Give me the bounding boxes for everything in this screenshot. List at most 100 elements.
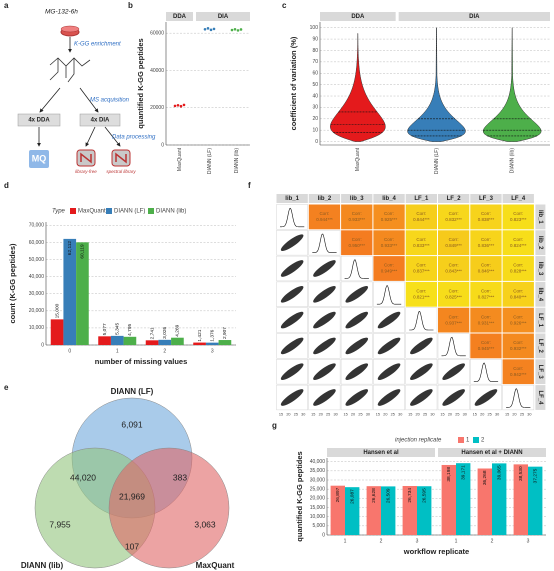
strip <box>535 256 546 281</box>
y-tick-label: 0 <box>161 142 164 148</box>
bar <box>171 337 184 345</box>
strip <box>341 194 373 203</box>
scatter-cloud <box>345 337 369 355</box>
x-tick-label: 3 <box>416 538 419 544</box>
scatter-cloud <box>313 260 336 277</box>
bar <box>110 335 124 345</box>
value-label: 62,112 <box>67 241 73 256</box>
density <box>344 259 369 279</box>
y-tick-label: 60000 <box>150 31 164 37</box>
cell <box>308 230 341 256</box>
scatter-cloud <box>377 363 401 381</box>
workflow: MG-132-6h K-GG enrichment MS acquisition… <box>17 9 156 174</box>
facet-strip <box>320 12 396 21</box>
column-label: lib_3 <box>350 196 364 202</box>
strip <box>535 359 546 385</box>
acquisition-label: MS acquisition <box>90 98 130 104</box>
arrow <box>104 126 121 147</box>
value-label: 38,530 <box>518 466 524 481</box>
column-label: lib_4 <box>382 196 396 202</box>
set-label: DIANN (LF) <box>111 387 154 396</box>
row-label: lib_1 <box>537 210 543 224</box>
corr-cell <box>341 230 373 256</box>
region-count: 7,955 <box>49 519 71 529</box>
corr-value: 0.944*** <box>316 217 333 222</box>
facet-label: DIA <box>218 14 229 20</box>
y-tick-label: 10,000 <box>310 514 326 520</box>
y-tick-label: 40 <box>312 93 318 99</box>
dish-top <box>60 25 80 33</box>
density <box>506 388 531 408</box>
dia-label: 4x DIA <box>91 118 110 124</box>
scatter-cloud <box>377 311 401 329</box>
corr-title: Corr: <box>513 366 523 371</box>
y-axis-title: quantified K-GG peptides <box>136 38 145 128</box>
scatter-cloud <box>345 363 369 381</box>
dot <box>203 27 207 31</box>
corr-title: Corr: <box>513 237 523 242</box>
strip <box>470 194 502 203</box>
bar <box>123 336 137 345</box>
region-count: 107 <box>125 541 139 551</box>
x-tick-label: 25 <box>391 412 395 416</box>
y-tick-label: 30 <box>312 105 318 111</box>
legend-label: 1 <box>466 438 470 444</box>
strip <box>535 230 546 256</box>
value-label: 39,065 <box>496 465 502 480</box>
y-tick-label: 80 <box>312 48 318 54</box>
strip <box>276 194 308 203</box>
legend-label: DIANN (lib) <box>156 209 186 215</box>
lib-caption: spectral library <box>106 169 136 174</box>
mq-icon <box>29 150 49 168</box>
dot <box>236 29 240 32</box>
density <box>312 233 337 253</box>
x-tick-label: 1 <box>116 348 119 354</box>
corr-cell <box>438 230 470 256</box>
corr-value: 0.823*** <box>510 217 527 222</box>
x-tick-label: 30 <box>333 412 337 416</box>
value-label: 1,421 <box>197 329 203 341</box>
value-label: 2,907 <box>222 327 228 339</box>
corr-cell <box>470 307 502 333</box>
lf-glyph <box>80 152 92 164</box>
dot <box>239 28 243 31</box>
x-tick-label: 20 <box>286 412 290 416</box>
scatter-cloud <box>280 311 304 329</box>
legend-swatch <box>458 437 464 443</box>
set-label: DIANN (lib) <box>21 561 64 570</box>
scatter-cloud <box>410 363 433 381</box>
mq-label: MQ <box>32 153 47 163</box>
y-tick-label: 0 <box>41 342 44 348</box>
dot <box>173 104 177 108</box>
panel-label: d <box>4 181 9 190</box>
corr-cell <box>502 204 534 230</box>
corr-value: 0.833*** <box>413 243 430 248</box>
strip <box>535 385 546 410</box>
corr-value: 0.949*** <box>381 269 398 274</box>
value-label: 15,000 <box>54 303 60 318</box>
value-label: 26,509 <box>385 488 391 503</box>
y-tick-label: 0 <box>322 532 325 538</box>
corr-title: Corr: <box>513 211 523 216</box>
value-label: 26,087 <box>349 489 355 504</box>
x-tick-label: DIANN (LF) <box>207 148 213 174</box>
processing-label: Data processing <box>112 135 156 141</box>
density <box>279 207 305 228</box>
facet-label: Hansen et al <box>363 450 399 456</box>
x-tick-label: 20 <box>448 412 452 416</box>
scatter-cloud <box>280 363 304 381</box>
scatter-cloud <box>410 389 433 406</box>
corr-title: Corr: <box>384 263 394 268</box>
arrow <box>79 87 99 113</box>
violin <box>482 27 542 142</box>
corr-value: 0.838*** <box>478 217 495 222</box>
value-label: 37,275 <box>532 468 538 483</box>
region-count: 6,091 <box>121 419 143 429</box>
x-tick-label: 20 <box>416 412 420 416</box>
y-tick-label: 15,000 <box>310 505 326 511</box>
scatter-cloud <box>442 363 465 381</box>
scatter-cloud <box>474 389 498 406</box>
legend-swatch <box>106 208 112 214</box>
corr-title: Corr: <box>449 314 459 319</box>
corr-value: 0.836*** <box>478 243 495 248</box>
